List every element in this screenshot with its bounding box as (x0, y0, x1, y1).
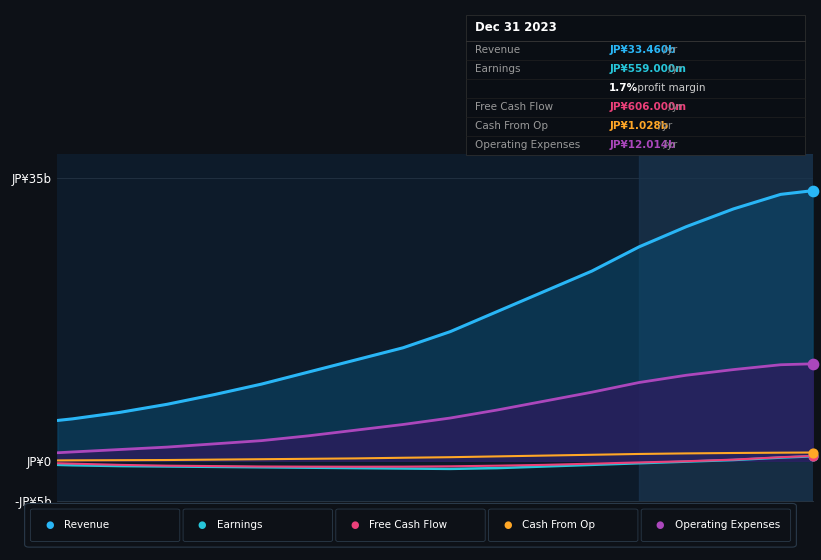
Text: /yr: /yr (660, 140, 677, 150)
Text: Earnings: Earnings (475, 64, 521, 74)
Text: JP¥33.460b: JP¥33.460b (609, 45, 676, 55)
Point (806, 186, 819, 195)
Text: Dec 31 2023: Dec 31 2023 (475, 21, 557, 34)
Point (806, 360, 819, 368)
Text: 1.7%: 1.7% (609, 83, 638, 94)
Text: Operating Expenses: Operating Expenses (675, 520, 780, 530)
Point (806, 448, 819, 457)
Text: ●: ● (503, 520, 511, 530)
Text: Free Cash Flow: Free Cash Flow (475, 102, 553, 112)
Bar (639, 154, 819, 501)
Text: Cash From Op: Cash From Op (522, 520, 595, 530)
Text: ●: ● (351, 520, 359, 530)
Text: /yr: /yr (660, 45, 677, 55)
Text: /yr: /yr (665, 64, 682, 74)
Text: Revenue: Revenue (475, 45, 521, 55)
Text: ●: ● (656, 520, 664, 530)
Text: profit margin: profit margin (634, 83, 705, 94)
Text: Cash From Op: Cash From Op (475, 121, 548, 131)
Text: Free Cash Flow: Free Cash Flow (369, 520, 447, 530)
Text: JP¥606.000m: JP¥606.000m (609, 102, 686, 112)
Text: ●: ● (45, 520, 53, 530)
Text: Earnings: Earnings (217, 520, 262, 530)
Point (806, 451, 819, 460)
Text: JP¥559.000m: JP¥559.000m (609, 64, 686, 74)
Point (806, 452, 819, 461)
Text: /yr: /yr (665, 102, 682, 112)
Text: ●: ● (198, 520, 206, 530)
Text: Revenue: Revenue (64, 520, 109, 530)
Text: JP¥1.028b: JP¥1.028b (609, 121, 668, 131)
Text: /yr: /yr (655, 121, 672, 131)
Text: Operating Expenses: Operating Expenses (475, 140, 580, 150)
Text: JP¥12.014b: JP¥12.014b (609, 140, 676, 150)
